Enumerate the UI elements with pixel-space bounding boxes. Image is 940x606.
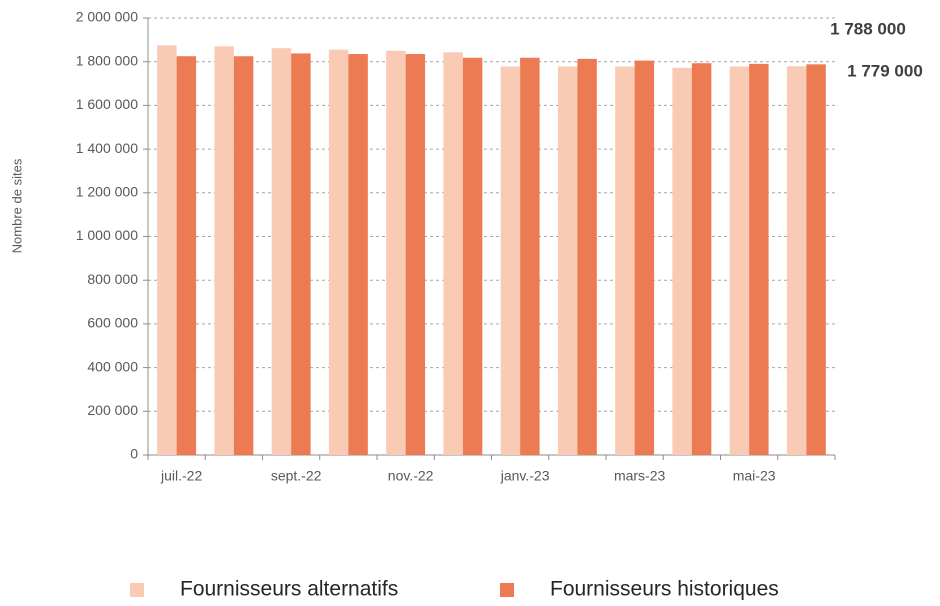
bar: [176, 56, 197, 456]
bar: [291, 53, 311, 455]
y-tick-label: 600 000: [87, 315, 138, 331]
bar: [500, 66, 521, 455]
bar: [806, 64, 826, 456]
x-tick-label: mai-23: [733, 468, 776, 484]
bar: [462, 57, 483, 455]
bar: [786, 66, 807, 455]
bar: [386, 50, 406, 456]
bar: [520, 57, 540, 455]
y-tick-label: 2 000 000: [76, 9, 138, 25]
data-label: 1 788 000: [830, 19, 906, 38]
legend-label: Fournisseurs historiques: [550, 578, 779, 601]
y-tick-label: 1 600 000: [76, 96, 138, 112]
x-tick-label: janv.-23: [500, 468, 550, 484]
x-tick-label: mars-23: [614, 468, 666, 484]
bar: [328, 49, 349, 456]
y-tick-label: 800 000: [87, 271, 138, 287]
x-tick-label: juil.-22: [160, 468, 202, 484]
bar: [691, 63, 712, 456]
y-tick-label: 1 400 000: [76, 140, 138, 156]
x-tick-label: sept.-22: [271, 468, 322, 484]
bar: [672, 67, 692, 456]
bar: [233, 56, 254, 456]
bar: [634, 60, 655, 456]
bar: [615, 66, 635, 455]
legend-swatch: [500, 583, 514, 597]
y-tick-label: 0: [130, 446, 138, 462]
bar: [348, 54, 368, 456]
y-tick-label: 400 000: [87, 358, 138, 374]
legend-label: Fournisseurs alternatifs: [180, 578, 398, 601]
legend-swatch: [130, 583, 144, 597]
bar: [157, 45, 177, 455]
bar: [214, 46, 234, 455]
bar: [443, 52, 463, 455]
bar: [749, 63, 769, 455]
bar: [405, 54, 426, 456]
y-tick-label: 1 200 000: [76, 184, 138, 200]
y-tick-label: 1 800 000: [76, 52, 138, 68]
bar: [729, 66, 750, 455]
bar: [271, 48, 292, 455]
y-tick-label: 1 000 000: [76, 227, 138, 243]
y-tick-label: 200 000: [87, 402, 138, 418]
data-label: 1 779 000: [847, 61, 923, 80]
x-tick-label: nov.-22: [388, 468, 434, 484]
bar: [577, 58, 597, 456]
y-axis-label: Nombre de sites: [9, 158, 24, 253]
bar: [557, 66, 578, 455]
